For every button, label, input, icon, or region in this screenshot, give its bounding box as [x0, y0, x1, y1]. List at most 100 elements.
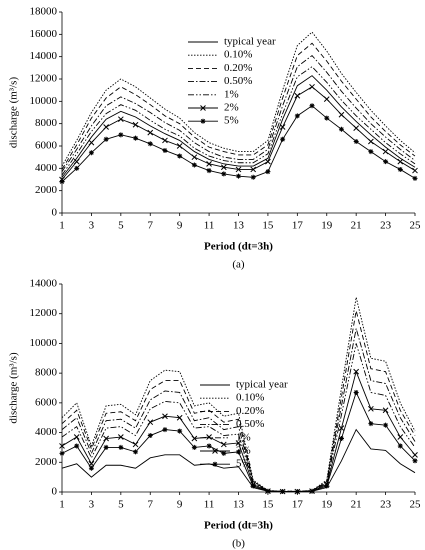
marker — [221, 171, 227, 177]
marker — [250, 166, 257, 173]
series-line — [61, 54, 416, 172]
marker — [162, 413, 168, 420]
marker — [236, 173, 241, 179]
x-tick-label: 7 — [148, 220, 154, 232]
x-tick-label: 1 — [59, 499, 65, 511]
x-tick-label: 11 — [204, 220, 215, 232]
series-line — [61, 66, 416, 176]
marker — [103, 435, 109, 442]
marker — [235, 440, 242, 446]
x-tick-label: 9 — [177, 499, 183, 511]
marker — [103, 124, 109, 130]
x-tick-label: 19 — [321, 499, 333, 511]
marker — [59, 443, 65, 449]
marker — [74, 165, 80, 171]
marker — [309, 83, 315, 90]
y-tick-label: 16000 — [30, 28, 58, 40]
marker — [88, 465, 94, 471]
marker — [177, 428, 183, 434]
x-tick-label: 1 — [59, 220, 65, 232]
marker — [324, 115, 330, 121]
marker — [397, 166, 403, 172]
marker — [368, 421, 374, 427]
marker — [221, 450, 227, 456]
x-tick-label: 15 — [262, 499, 274, 511]
marker — [368, 138, 374, 145]
marker — [103, 444, 109, 450]
y-axis-label: discharge (m³/s) — [8, 352, 20, 424]
marker — [206, 443, 212, 449]
y-tick-label: 8000 — [35, 367, 58, 379]
x-tick-label: 25 — [410, 499, 422, 511]
marker — [132, 441, 139, 448]
marker — [59, 450, 65, 456]
y-tick-label: 8000 — [35, 117, 58, 129]
marker — [191, 444, 197, 450]
marker — [206, 434, 212, 440]
marker — [294, 92, 301, 99]
marker — [294, 489, 300, 495]
marker — [383, 159, 389, 165]
marker — [191, 154, 198, 161]
legend-label: 0.50% — [224, 75, 252, 87]
legend-label: 0.10% — [224, 49, 252, 61]
marker — [191, 162, 197, 168]
marker — [133, 449, 139, 455]
legend-label: 0.20% — [224, 62, 252, 74]
marker — [382, 148, 389, 155]
chart-label: (a) — [232, 259, 245, 271]
legend-label: typical year — [236, 379, 288, 391]
marker — [206, 161, 212, 167]
x-tick-label: 15 — [262, 220, 274, 232]
marker — [397, 158, 404, 165]
x-tick-label: 13 — [233, 220, 245, 232]
y-tick-label: 18000 — [30, 6, 58, 18]
marker — [309, 488, 315, 494]
marker — [338, 425, 345, 431]
y-tick-label: 0 — [52, 207, 58, 219]
y-tick-label: 14000 — [30, 50, 58, 62]
marker — [220, 164, 227, 171]
x-tick-label: 25 — [410, 220, 422, 232]
x-axis-label: Period (dt=3h) — [204, 520, 273, 532]
series-line — [61, 428, 416, 493]
marker — [397, 434, 404, 440]
legend-label: 5% — [224, 115, 239, 127]
x-axis-label: Period (dt=3h) — [204, 241, 273, 253]
series-line — [61, 310, 416, 492]
marker — [74, 443, 80, 449]
marker — [353, 139, 359, 145]
series-line — [61, 31, 416, 167]
y-tick-label: 10000 — [30, 337, 58, 349]
marker — [200, 118, 206, 124]
legend-label: 5% — [236, 458, 251, 470]
marker — [368, 149, 374, 155]
marker — [147, 433, 153, 439]
marker — [250, 483, 256, 489]
marker — [73, 434, 80, 440]
marker — [118, 444, 124, 450]
marker — [382, 407, 389, 414]
marker — [309, 103, 315, 109]
x-tick-label: 7 — [148, 499, 154, 511]
marker — [353, 125, 360, 131]
marker — [73, 158, 80, 165]
marker — [162, 427, 168, 433]
marker — [338, 436, 344, 442]
legend-label: 2% — [224, 102, 239, 114]
marker — [117, 434, 124, 440]
x-tick-label: 5 — [118, 499, 124, 511]
marker — [412, 458, 418, 464]
x-tick-label: 3 — [89, 499, 95, 511]
y-tick-label: 0 — [52, 486, 58, 498]
series-line — [61, 297, 416, 492]
marker — [220, 441, 227, 448]
marker — [147, 419, 154, 426]
marker — [177, 153, 183, 159]
x-tick-label: 19 — [321, 220, 333, 232]
marker — [133, 135, 139, 141]
y-tick-label: 6000 — [35, 140, 58, 152]
legend-label: typical year — [224, 36, 276, 48]
